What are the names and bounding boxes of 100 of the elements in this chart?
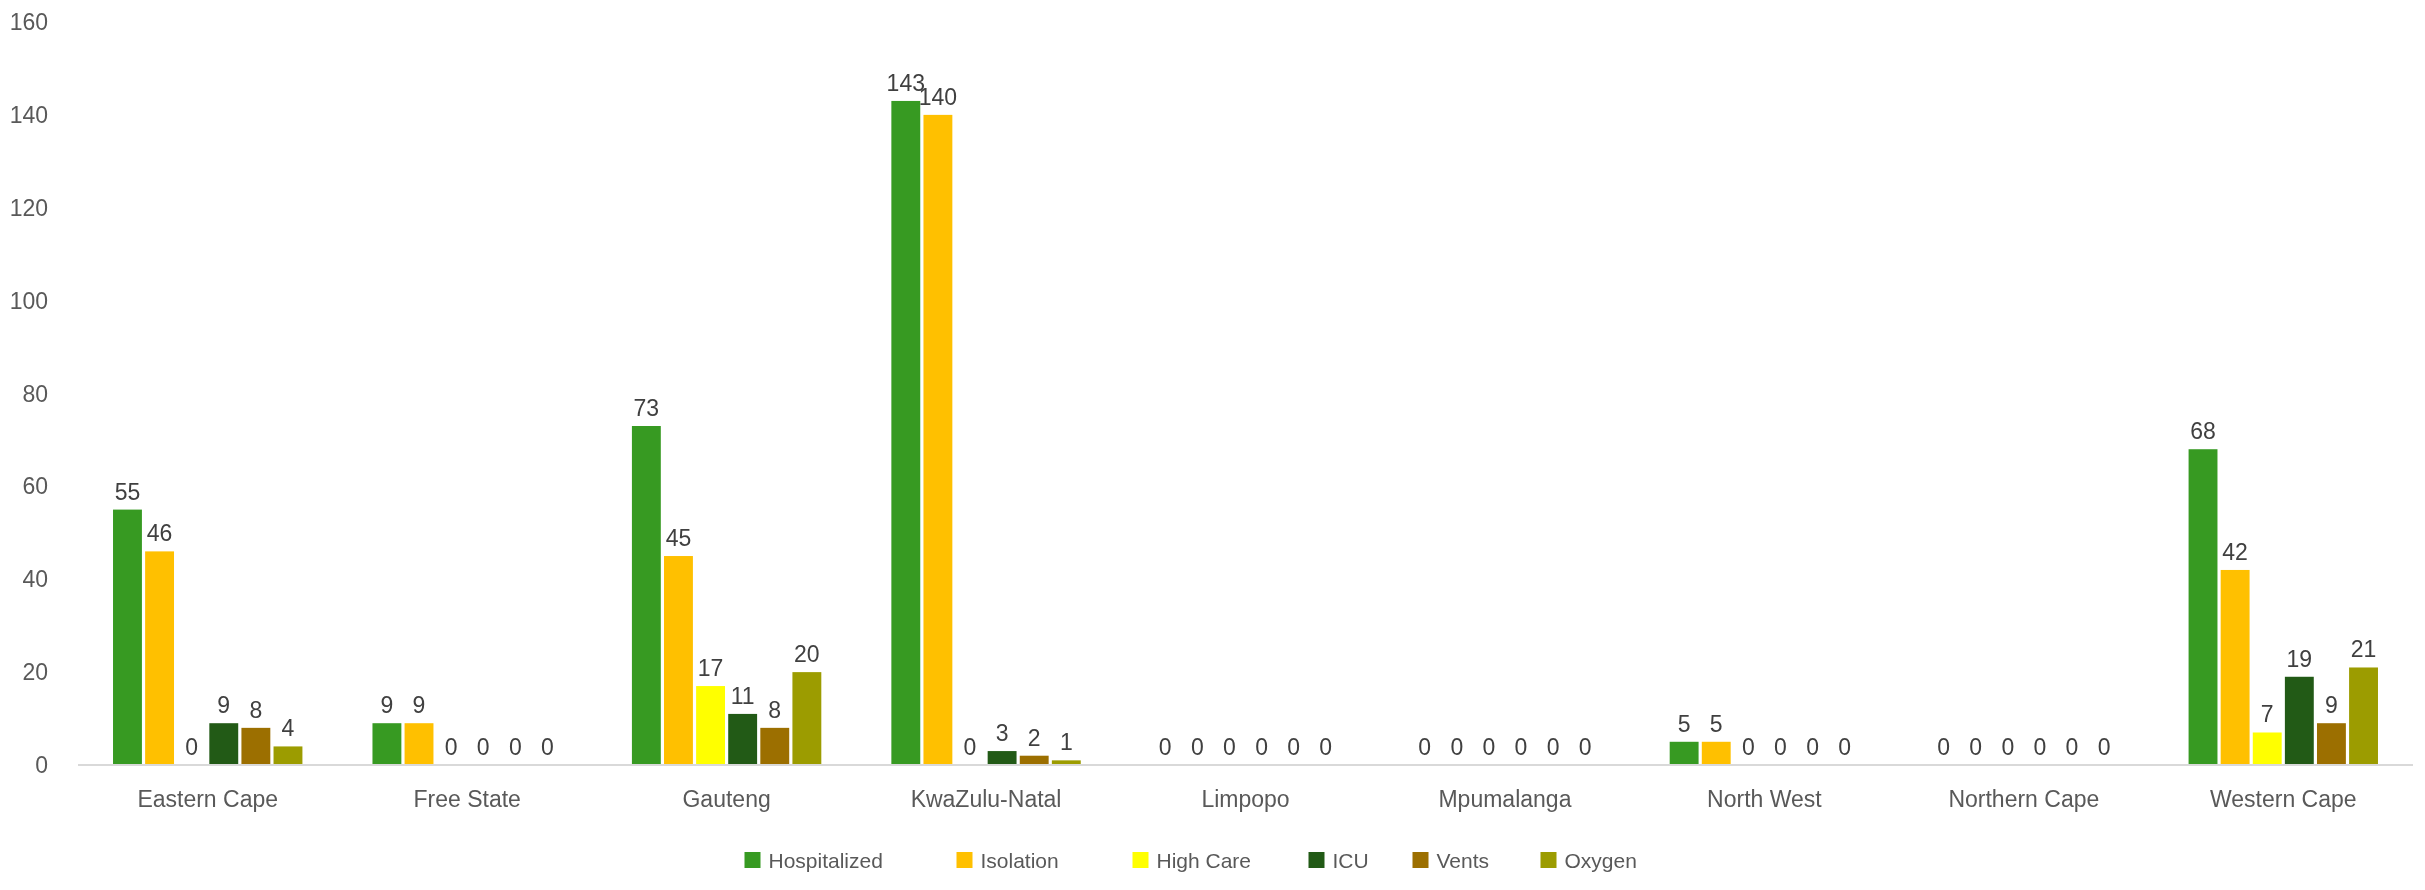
bar xyxy=(696,686,726,765)
data-label: 2 xyxy=(1027,724,1041,751)
bar xyxy=(273,746,303,765)
data-label: 0 xyxy=(2033,734,2047,760)
x-tick-label: Limpopo xyxy=(1201,786,1290,812)
data-label: 0 xyxy=(444,734,458,760)
legend-label: Vents xyxy=(1436,849,1490,872)
data-label: 0 xyxy=(2001,734,2015,760)
y-tick-label: 100 xyxy=(9,287,48,314)
x-tick-label: Western Cape xyxy=(2209,786,2357,812)
data-label: 0 xyxy=(1190,734,1204,760)
y-tick-label: 140 xyxy=(9,101,48,128)
y-tick-label: 60 xyxy=(22,473,48,500)
data-label: 0 xyxy=(185,734,199,760)
x-tick-label: Free State xyxy=(413,786,521,812)
data-label: 9 xyxy=(412,692,426,719)
data-label: 0 xyxy=(1158,734,1172,760)
bar xyxy=(923,114,953,765)
data-label: 0 xyxy=(963,734,977,760)
data-label: 3 xyxy=(995,720,1009,747)
data-label: 0 xyxy=(1450,734,1464,760)
data-label: 21 xyxy=(2350,636,2377,663)
data-label: 0 xyxy=(1418,734,1432,760)
x-tick-label: Northern Cape xyxy=(1948,786,2100,812)
data-label: 0 xyxy=(2065,734,2079,760)
data-label: 0 xyxy=(1774,734,1787,760)
data-label: 46 xyxy=(146,520,173,547)
data-label: 68 xyxy=(2190,418,2216,445)
data-label: 4 xyxy=(281,715,295,742)
bar xyxy=(1701,741,1731,765)
data-label: 5 xyxy=(1709,710,1723,737)
legend-label: Isolation xyxy=(980,849,1059,872)
data-label: 19 xyxy=(2286,645,2313,672)
x-tick-label: KwaZulu-Natal xyxy=(910,786,1062,812)
bar xyxy=(891,100,921,765)
bar xyxy=(2349,667,2378,765)
data-label: 9 xyxy=(217,692,231,719)
data-label: 42 xyxy=(2222,538,2248,565)
data-label: 7 xyxy=(2260,701,2274,728)
x-tick-label: Eastern Cape xyxy=(137,786,279,812)
bar xyxy=(1669,741,1699,765)
bar xyxy=(2316,723,2346,765)
data-label: 5 xyxy=(1677,710,1691,737)
y-tick-label: 160 xyxy=(9,9,48,36)
bar xyxy=(760,727,790,765)
legend-label: Hospitalized xyxy=(768,849,883,872)
bar xyxy=(404,723,434,765)
bar xyxy=(113,509,142,765)
legend-label: Oxygen xyxy=(1564,849,1637,872)
data-label: 0 xyxy=(1969,734,1983,760)
data-label: 8 xyxy=(249,696,263,723)
data-label: 0 xyxy=(541,734,554,760)
data-label: 0 xyxy=(2097,734,2111,760)
bar xyxy=(631,426,661,765)
y-tick-label: 40 xyxy=(22,566,48,593)
data-label: 0 xyxy=(1741,734,1755,760)
data-label: 0 xyxy=(508,734,522,760)
data-label: 0 xyxy=(1255,734,1268,760)
data-label: 0 xyxy=(476,734,490,760)
data-label: 9 xyxy=(2325,692,2338,719)
legend-label: ICU xyxy=(1332,849,1369,872)
data-label: 0 xyxy=(1546,734,1560,760)
data-label: 0 xyxy=(1937,734,1950,760)
bar xyxy=(2252,732,2282,765)
data-label: 17 xyxy=(697,655,724,682)
bar xyxy=(2220,569,2250,765)
data-label: 0 xyxy=(1319,734,1333,760)
bar xyxy=(145,551,175,765)
data-label: 73 xyxy=(633,395,660,422)
data-label: 0 xyxy=(1482,734,1496,760)
data-label: 0 xyxy=(1578,734,1592,760)
data-label: 11 xyxy=(730,682,755,709)
bar xyxy=(209,723,239,765)
x-tick-label: Gauteng xyxy=(682,786,771,812)
x-tick-label: Mpumalanga xyxy=(1438,786,1572,812)
bar xyxy=(241,727,271,765)
x-tick-label: North West xyxy=(1707,786,1823,812)
data-label: 20 xyxy=(794,641,820,668)
y-tick-label: 120 xyxy=(9,194,48,221)
data-label: 1 xyxy=(1059,729,1073,756)
data-label: 0 xyxy=(1514,734,1528,760)
bar xyxy=(792,672,822,765)
data-label: 0 xyxy=(1838,734,1852,760)
y-tick-label: 20 xyxy=(22,659,48,686)
data-label: 0 xyxy=(1806,734,1819,760)
bar xyxy=(664,556,693,765)
bar xyxy=(2188,449,2218,765)
data-label: 9 xyxy=(380,692,394,719)
y-tick-label: 80 xyxy=(22,380,48,407)
data-label: 55 xyxy=(114,478,141,505)
data-label: 45 xyxy=(665,525,692,552)
bar xyxy=(987,751,1017,765)
y-tick-label: 0 xyxy=(35,752,48,779)
bar xyxy=(372,723,402,765)
legend-label: High Care xyxy=(1156,849,1252,872)
bar xyxy=(728,713,758,765)
data-label: 0 xyxy=(1287,734,1301,760)
data-label: 8 xyxy=(768,696,782,723)
bar xyxy=(2284,676,2314,765)
data-label: 0 xyxy=(1223,734,1236,760)
